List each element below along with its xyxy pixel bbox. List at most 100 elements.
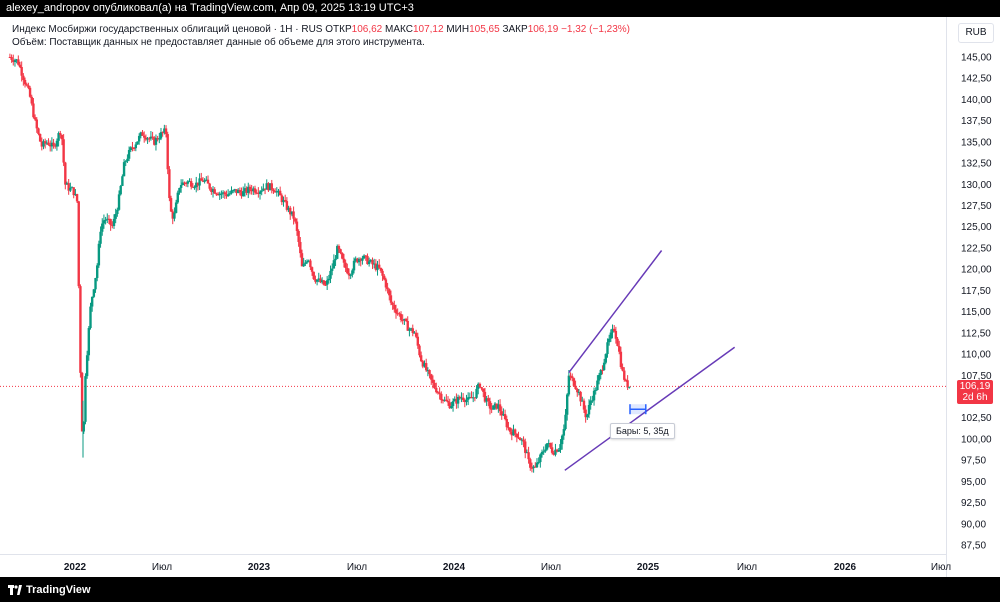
candle-body	[418, 345, 421, 356]
candle-body	[168, 169, 171, 199]
candle-body	[178, 187, 181, 193]
x-tick-label: Июл	[931, 562, 951, 573]
trendline-lower[interactable]	[564, 346, 736, 471]
candle-body	[532, 466, 535, 469]
candle-body	[23, 79, 27, 85]
candle-body	[18, 64, 22, 68]
candle-body	[97, 243, 101, 266]
bar-countdown: 2d 6h	[962, 392, 988, 404]
candle-body	[196, 182, 200, 186]
candle-body	[562, 429, 566, 436]
change-value: −1,32 (−1,23%)	[561, 24, 630, 35]
candle-body	[77, 201, 80, 287]
candle-body	[393, 304, 396, 310]
candle-body	[297, 231, 300, 242]
candle-body	[487, 398, 490, 402]
candle-body	[626, 380, 629, 388]
candle-body	[497, 404, 500, 409]
symbol-ohlc-row: Индекс Мосбиржи государственных облигаци…	[12, 23, 630, 36]
candle-body	[424, 363, 428, 371]
candle-body	[74, 194, 77, 196]
candle-body	[505, 419, 508, 428]
x-tick-label: 2022	[64, 562, 87, 573]
candle-body	[336, 246, 339, 259]
candle-body	[307, 260, 310, 262]
price-chart[interactable]: 145,00 142,50 140,00 137,50 135,00 132,50 130,…	[0, 17, 1000, 577]
candle-body	[352, 260, 356, 271]
candle-body	[225, 194, 228, 197]
candle-body	[106, 218, 109, 220]
candle-body	[408, 329, 411, 331]
candle-body	[331, 268, 334, 271]
candle-body	[435, 387, 438, 393]
candle-body	[554, 449, 557, 455]
y-tick-label: 120,00	[961, 265, 992, 276]
candle-body	[154, 138, 158, 145]
candle-body	[490, 408, 493, 410]
candle-body	[210, 188, 213, 192]
candle-body	[84, 376, 87, 422]
candle-body	[94, 278, 97, 290]
candle-body	[278, 190, 282, 196]
candle-body	[45, 142, 49, 144]
candle-body	[544, 449, 547, 452]
candle-body	[428, 370, 431, 375]
candle-body	[302, 263, 305, 267]
candle-body	[245, 188, 248, 193]
candle-body	[213, 189, 216, 194]
candle-body	[304, 262, 307, 264]
candle-body	[596, 380, 599, 391]
candle-body	[569, 375, 572, 377]
candle-body	[203, 180, 206, 182]
candle-body	[80, 372, 84, 432]
candle-body	[453, 398, 456, 402]
candle-body	[28, 87, 32, 97]
candle-body	[179, 185, 183, 188]
candle-body	[183, 182, 186, 184]
candle-body	[314, 279, 317, 282]
candle-body	[137, 135, 141, 142]
candle-body	[10, 57, 13, 60]
candle-body	[436, 392, 440, 394]
candle-body	[441, 400, 445, 402]
candle-body	[403, 318, 406, 321]
candle-body	[473, 397, 477, 399]
candle-body	[586, 414, 589, 418]
candle-body	[186, 181, 190, 184]
currency-button[interactable]: RUB	[958, 23, 994, 43]
candle-body	[292, 211, 295, 219]
candle-body	[337, 246, 341, 250]
candle-body	[270, 183, 273, 190]
candle-body	[367, 261, 371, 265]
candle-body	[379, 267, 383, 271]
candle-body	[515, 433, 519, 438]
candle-body	[40, 141, 44, 147]
y-tick-label: 110,00	[961, 350, 991, 361]
publish-info-text: alexey_andropov опубликовал(а) на Tradin…	[6, 2, 414, 14]
candle-body	[102, 220, 106, 224]
candle-body	[378, 264, 381, 268]
candle-body	[567, 375, 571, 395]
candle-body	[35, 119, 38, 129]
low-value: 105,65	[469, 24, 500, 35]
candle-body	[141, 132, 144, 136]
candle-body	[366, 255, 369, 265]
candle-body	[233, 189, 237, 191]
trendline-upper[interactable]	[568, 250, 663, 374]
candle-body	[299, 241, 302, 254]
candle-body	[240, 192, 243, 197]
tradingview-logo[interactable]: TradingView	[8, 584, 91, 596]
candle-body	[92, 289, 96, 297]
symbol-title[interactable]: Индекс Мосбиржи государственных облигаци…	[12, 24, 323, 35]
candle-body	[20, 67, 23, 76]
candle-body	[42, 141, 45, 147]
candle-body	[411, 328, 414, 334]
candle-body	[391, 302, 394, 305]
candle-body	[176, 192, 179, 203]
candle-body	[263, 188, 267, 190]
candle-body	[579, 391, 582, 402]
candle-body	[341, 252, 344, 259]
candle-body	[614, 330, 618, 339]
candle-body	[456, 396, 460, 404]
chart-pane[interactable]: Индекс Мосбиржи государственных облигаци…	[0, 17, 1000, 577]
